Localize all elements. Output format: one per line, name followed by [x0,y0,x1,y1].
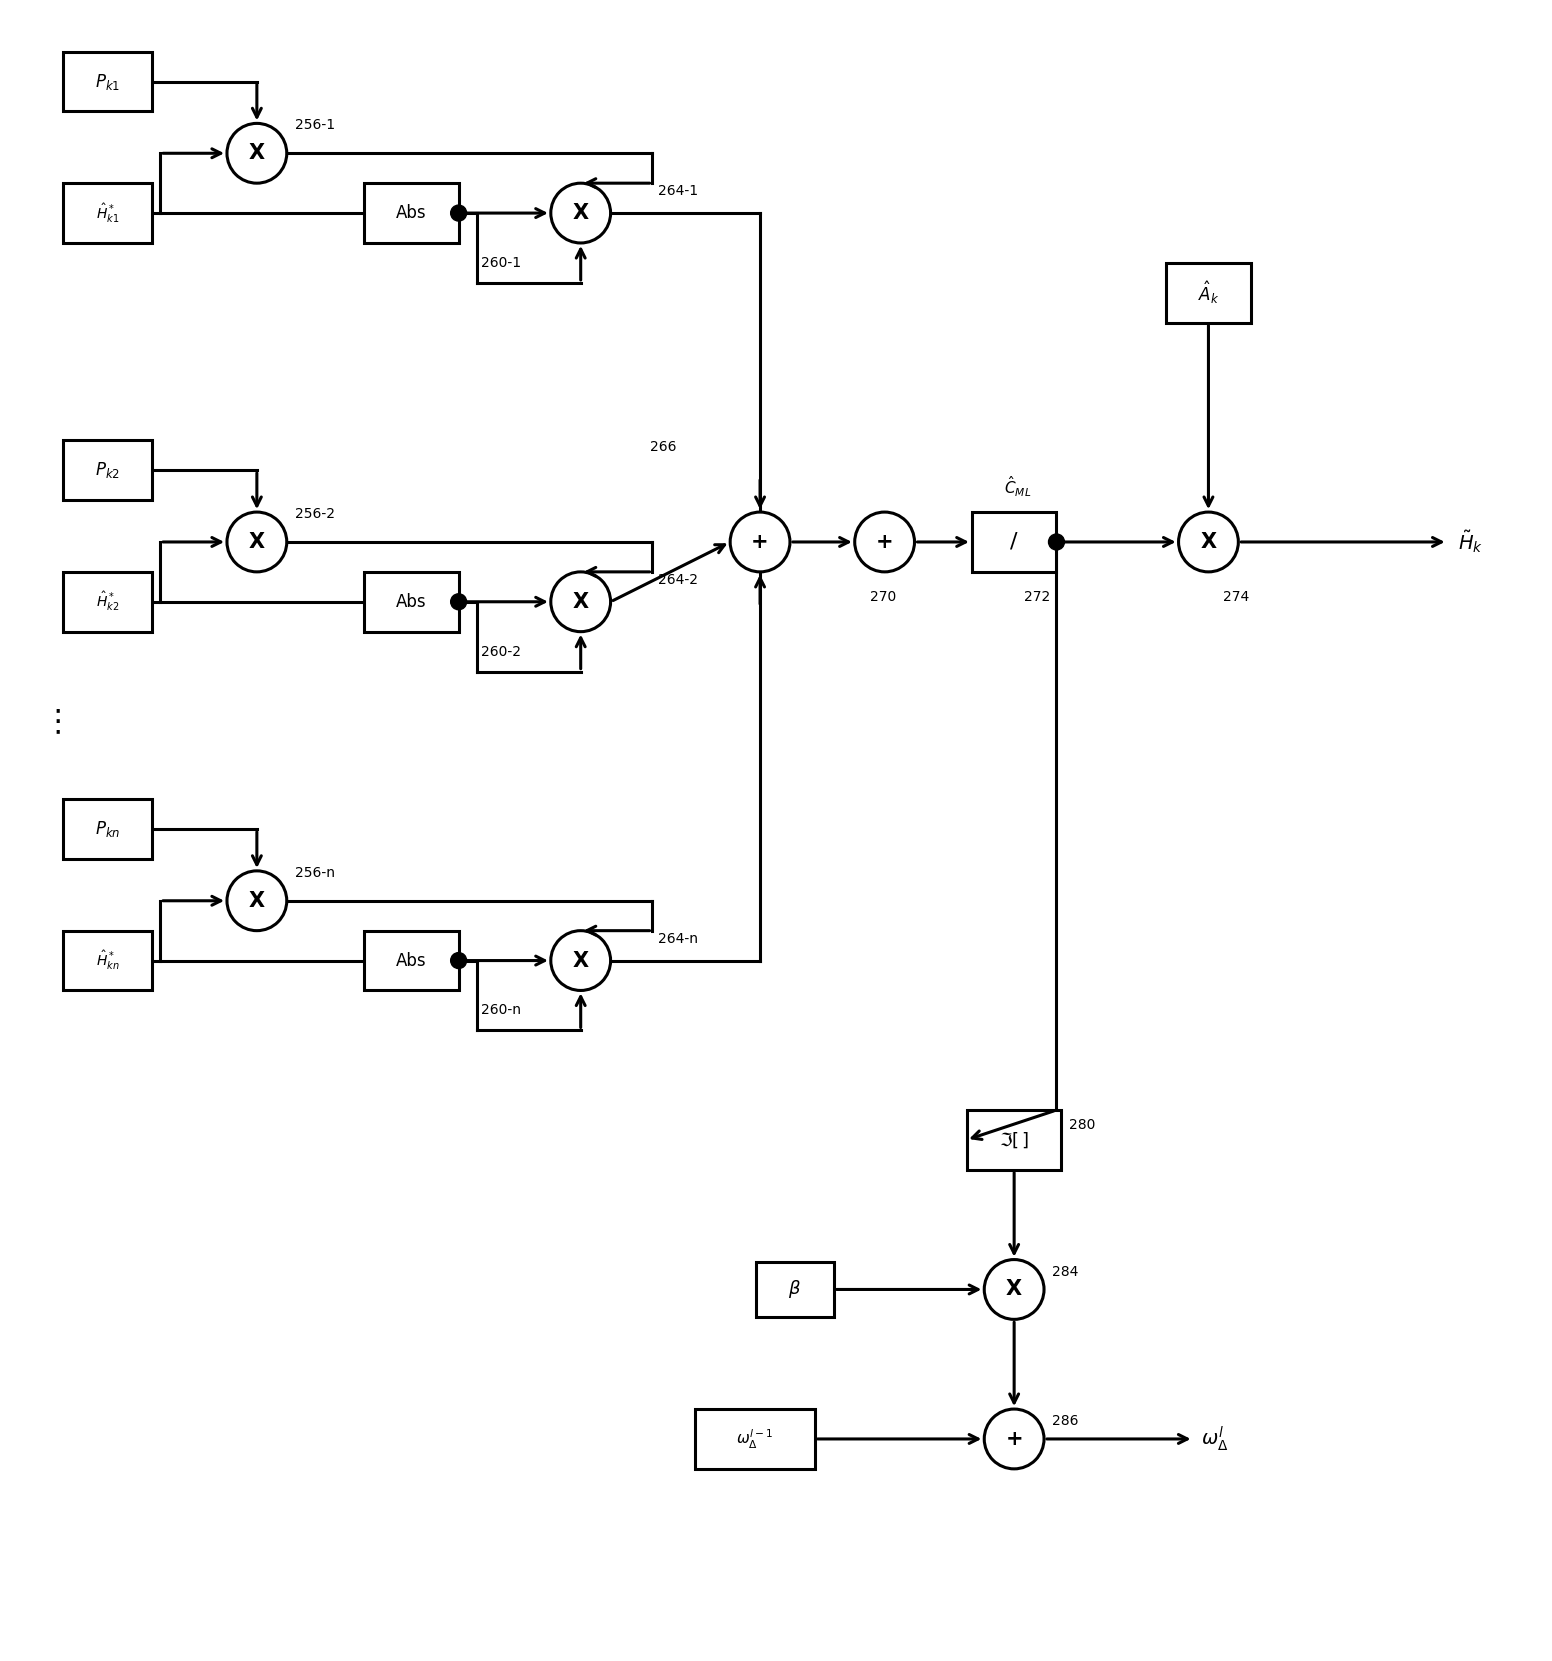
Circle shape [551,571,610,631]
Bar [62,930,152,990]
Text: 280: 280 [1069,1118,1096,1133]
Text: 266: 266 [650,440,677,455]
Circle shape [729,512,790,571]
Circle shape [227,870,287,930]
Text: $\hat{H}^*_{k2}$: $\hat{H}^*_{k2}$ [96,590,120,613]
Text: 286: 286 [1052,1414,1079,1428]
Text: $\tilde{H}_k$: $\tilde{H}_k$ [1457,528,1482,555]
Circle shape [551,930,610,990]
Text: 264-2: 264-2 [658,573,698,586]
Circle shape [450,953,467,968]
Text: X: X [1200,532,1217,551]
Text: X: X [573,203,588,223]
Bar [62,183,152,243]
Bar [695,1409,815,1468]
Text: +: + [751,532,768,551]
Circle shape [1178,512,1238,571]
Bar [756,1262,833,1317]
Text: $\Im[\,]$: $\Im[\,]$ [999,1129,1029,1149]
Bar [972,512,1057,571]
Text: +: + [1006,1428,1023,1448]
Text: Abs: Abs [396,593,427,611]
Text: /: / [1010,532,1018,551]
Text: $\hat{H}^*_{k1}$: $\hat{H}^*_{k1}$ [96,201,120,224]
Bar [1166,262,1251,322]
Text: 260-1: 260-1 [481,256,520,269]
Bar [365,571,459,631]
Bar [365,930,459,990]
Text: X: X [573,950,588,970]
Text: X: X [248,890,265,910]
Bar [62,440,152,500]
Bar [62,51,152,111]
Text: 284: 284 [1052,1264,1079,1279]
Text: 272: 272 [1024,590,1051,605]
Text: $\omega_\Delta^l$: $\omega_\Delta^l$ [1201,1425,1229,1453]
Circle shape [855,512,914,571]
Text: $P_{k2}$: $P_{k2}$ [95,460,120,480]
Bar [365,183,459,243]
Text: $P_{k1}$: $P_{k1}$ [95,71,120,91]
Text: +: + [875,532,894,551]
Text: 256-n: 256-n [295,865,335,880]
Text: $\beta$: $\beta$ [788,1279,801,1301]
Text: 270: 270 [869,590,896,605]
Text: $\omega_\Delta^{l-1}$: $\omega_\Delta^{l-1}$ [737,1427,774,1450]
Circle shape [450,204,467,221]
Text: ⋮: ⋮ [42,708,73,736]
Text: $\hat{C}_{ML}$: $\hat{C}_{ML}$ [1004,475,1032,500]
Text: Abs: Abs [396,952,427,970]
Bar [62,799,152,859]
Text: 264-1: 264-1 [658,184,698,198]
Text: 260-n: 260-n [481,1003,520,1018]
Circle shape [984,1409,1044,1468]
Text: X: X [1006,1279,1023,1299]
Text: 260-2: 260-2 [481,644,520,659]
Text: 256-1: 256-1 [295,118,335,133]
Circle shape [984,1259,1044,1319]
Text: X: X [248,143,265,163]
Text: 264-n: 264-n [658,932,698,945]
Circle shape [450,593,467,610]
Text: Abs: Abs [396,204,427,223]
Circle shape [1049,533,1065,550]
Text: X: X [573,591,588,611]
Text: $\hat{A}_k$: $\hat{A}_k$ [1198,279,1220,306]
Text: 274: 274 [1223,590,1249,605]
Text: 256-2: 256-2 [295,507,335,522]
Circle shape [227,123,287,183]
Bar [62,571,152,631]
Bar [967,1110,1062,1169]
Text: X: X [248,532,265,551]
Circle shape [551,183,610,243]
Circle shape [227,512,287,571]
Text: $P_{kn}$: $P_{kn}$ [95,819,120,839]
Text: $\hat{H}^*_{kn}$: $\hat{H}^*_{kn}$ [96,948,120,972]
